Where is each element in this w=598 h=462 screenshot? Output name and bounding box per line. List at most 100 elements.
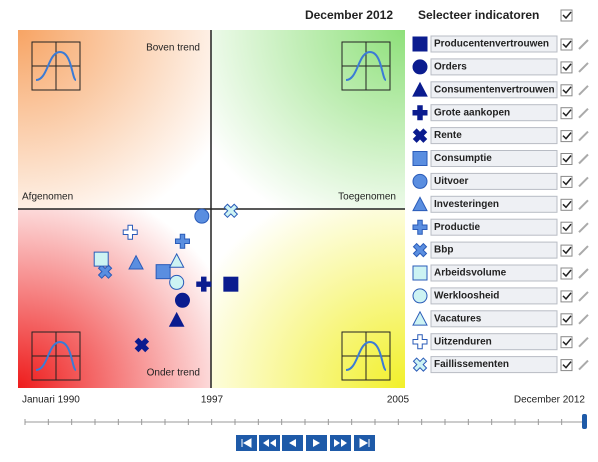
indicator-label: Uitvoer [434, 176, 469, 187]
indicator-checkbox[interactable] [560, 290, 573, 303]
indicator-checkbox[interactable] [560, 84, 573, 97]
forward-button[interactable] [330, 435, 351, 451]
check [562, 269, 572, 278]
legend-marker [412, 310, 428, 326]
indicator-label-box[interactable] [430, 104, 558, 122]
indicator-point [174, 292, 190, 308]
indicator-label-box[interactable] [430, 172, 558, 190]
edit-icon[interactable] [578, 291, 589, 302]
indicator-label-box[interactable] [430, 218, 558, 236]
indicator-label: Vacatures [434, 313, 482, 324]
edit-icon[interactable] [578, 222, 589, 233]
quadrant [18, 30, 211, 209]
indicator-label: Werkloosheid [434, 291, 499, 302]
indicator-label: Rente [434, 130, 462, 141]
indicator-point [128, 254, 144, 270]
legend-marker [412, 151, 428, 166]
timeline-label: December 2012 [514, 395, 586, 406]
indicator-label: Investeringen [434, 199, 499, 210]
label-right: Toegenomen [338, 192, 396, 203]
indicator-checkbox[interactable] [560, 38, 573, 51]
rewind-button[interactable] [259, 435, 280, 451]
indicator-label-box[interactable] [430, 58, 558, 76]
indicator-checkbox[interactable] [560, 244, 573, 257]
check [562, 132, 572, 140]
indicator-checkbox[interactable] [560, 359, 573, 372]
indicator-label: Productie [434, 222, 481, 233]
check [562, 155, 572, 163]
indicator-checkbox[interactable] [560, 198, 573, 211]
indicator-checkbox[interactable] [560, 130, 573, 143]
legend-marker [412, 242, 428, 258]
edit-icon[interactable] [578, 62, 589, 73]
corner-icons [31, 41, 391, 381]
indicator-checkbox[interactable] [560, 61, 573, 74]
indicator-point [223, 203, 239, 219]
indicator-point [134, 337, 150, 353]
indicator-label-box[interactable] [430, 287, 558, 305]
date: December 2012 [305, 8, 393, 22]
edit-icon[interactable] [578, 176, 589, 188]
legend-marker [412, 219, 428, 235]
edit-icon[interactable] [578, 107, 589, 119]
legend-marker [412, 334, 428, 350]
indicator-label: Bbp [434, 245, 453, 256]
legend-marker [412, 173, 428, 189]
edit-icon[interactable] [578, 130, 589, 142]
legend-marker [412, 59, 428, 75]
legend-marker [412, 105, 428, 121]
indicator-label-box[interactable] [430, 310, 558, 328]
edit-icon[interactable] [578, 199, 589, 211]
edit-icon[interactable] [578, 314, 589, 325]
indicator-label-box[interactable] [430, 333, 558, 351]
indicator-label-box[interactable] [430, 356, 558, 374]
timeline-label: 1997 [201, 395, 224, 406]
indicator-checkbox[interactable] [560, 336, 573, 349]
indicator-point [169, 274, 185, 290]
check [562, 86, 572, 94]
indicator-label-box[interactable] [430, 150, 558, 167]
check [562, 109, 572, 117]
edit-icon[interactable] [578, 153, 589, 165]
indicator-point [168, 252, 185, 268]
indicator-point [168, 311, 185, 327]
timeline-handle[interactable] [582, 414, 587, 429]
check [562, 177, 572, 186]
indicator-checkbox[interactable] [560, 107, 573, 120]
indicator-label-box[interactable] [430, 241, 558, 259]
indicator-checkbox[interactable] [560, 267, 573, 280]
indicator-checkbox[interactable] [560, 153, 573, 165]
indicator-label: Uitzenduren [434, 336, 492, 347]
timeline-label: Januari 1990 [22, 395, 80, 406]
indicator-point [196, 276, 212, 292]
indicator-checkbox[interactable] [560, 313, 573, 326]
indicator-label-box[interactable] [430, 195, 558, 213]
indicator-label: Producentenvertrouwen [434, 39, 549, 50]
indicator-label-box[interactable] [430, 35, 558, 53]
label-bottom: Onder trend [147, 368, 200, 379]
timeline-ticks [24, 419, 586, 425]
indicator-checkbox[interactable] [560, 175, 573, 188]
indicator-label-box[interactable] [430, 127, 558, 145]
indicator-point [155, 264, 171, 280]
indicator-label-box[interactable] [430, 264, 558, 282]
legend-marker [412, 36, 428, 52]
indicator-label: Consumentenvertrouwen [434, 84, 555, 95]
quadrant [211, 209, 405, 388]
edit-icon[interactable] [578, 85, 589, 96]
check [562, 40, 572, 49]
check [562, 246, 572, 255]
indicator-checkbox[interactable] [560, 221, 573, 234]
edit-icon[interactable] [578, 245, 589, 256]
indicator-label-box[interactable] [430, 81, 558, 99]
edit-icon[interactable] [578, 336, 589, 348]
indicator-point [223, 276, 239, 292]
indicator-label: Consumptie [434, 153, 492, 164]
edit-icon[interactable] [578, 39, 589, 50]
indicator-point [93, 251, 109, 267]
select-all-checkbox[interactable] [560, 9, 573, 22]
edit-icon[interactable] [578, 359, 589, 371]
edit-icon[interactable] [578, 268, 589, 279]
check [562, 361, 572, 369]
